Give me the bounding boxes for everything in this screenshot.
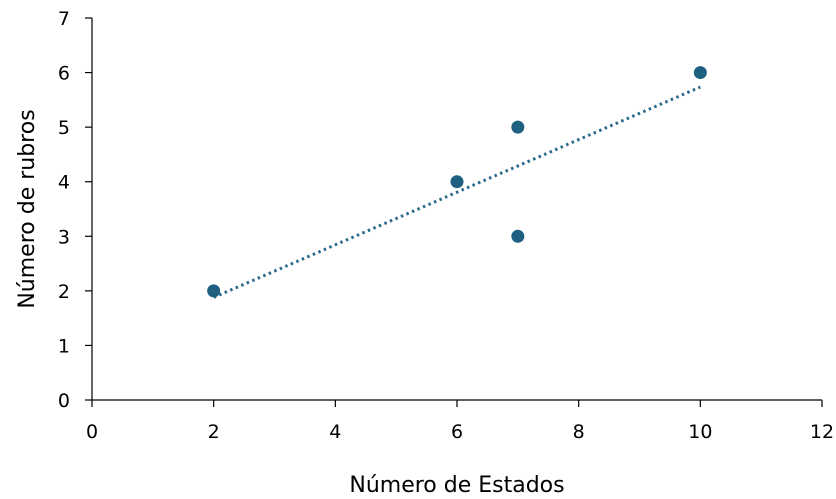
y-tick-label: 0 bbox=[58, 390, 70, 412]
data-point bbox=[511, 120, 525, 134]
x-tick-label: 8 bbox=[573, 421, 585, 443]
x-tick-label: 12 bbox=[810, 421, 834, 443]
x-tick-label: 4 bbox=[329, 421, 341, 443]
x-axis-title: Número de Estados bbox=[349, 473, 564, 498]
x-tick-label: 6 bbox=[451, 421, 463, 443]
y-tick-label: 3 bbox=[58, 226, 70, 248]
y-axis-title: Número de rubros bbox=[15, 109, 40, 308]
data-point bbox=[207, 284, 221, 298]
y-tick-label: 6 bbox=[58, 63, 70, 85]
x-tick-label: 2 bbox=[208, 421, 220, 443]
y-tick-label: 7 bbox=[58, 8, 70, 30]
x-tick-label: 10 bbox=[688, 421, 712, 443]
y-tick-label: 4 bbox=[58, 172, 70, 194]
y-tick-label: 2 bbox=[58, 281, 70, 303]
x-tick-label: 0 bbox=[86, 421, 98, 443]
y-tick-label: 1 bbox=[58, 335, 70, 357]
trendline bbox=[213, 85, 701, 299]
y-tick-label: 5 bbox=[58, 117, 70, 139]
data-point bbox=[693, 66, 707, 80]
data-point bbox=[511, 229, 525, 243]
data-point bbox=[450, 175, 464, 189]
